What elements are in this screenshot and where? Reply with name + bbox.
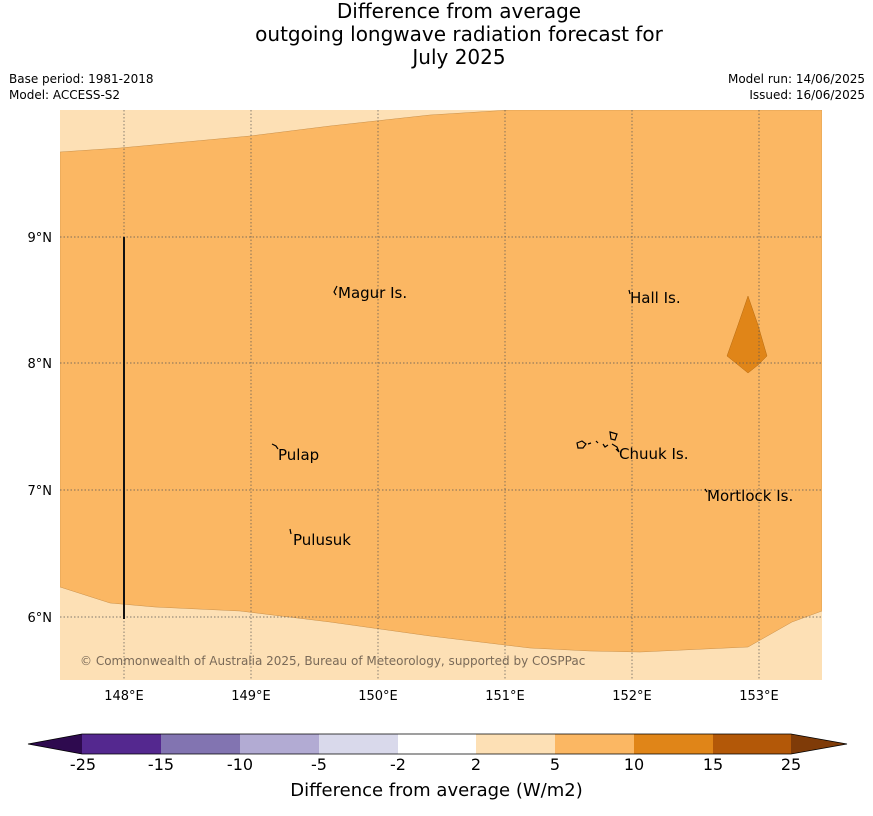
colorbar-tick-label: -5 bbox=[311, 755, 327, 774]
label-pulusuk: Pulusuk bbox=[293, 531, 351, 549]
colorbar-swatch-1 bbox=[82, 734, 161, 754]
colorbar-swatch-9 bbox=[713, 734, 791, 754]
colorbar-min-extension bbox=[28, 734, 82, 754]
colorbar-tick-label: -25 bbox=[69, 755, 97, 774]
meta-left: Base period: 1981-2018 Model: ACCESS-S2 bbox=[9, 71, 154, 103]
colorbar-swatch-2 bbox=[161, 734, 240, 754]
title-line-1: Difference from average bbox=[336, 0, 582, 23]
lat-tick-6n: 6°N bbox=[28, 611, 53, 626]
lat-tick-7n: 7°N bbox=[28, 484, 53, 499]
colorbar-tick-label: 2 bbox=[470, 755, 482, 774]
label-hall: Hall Is. bbox=[630, 289, 681, 307]
colorbar-swatch-7 bbox=[555, 734, 634, 754]
copyright-text: © Commonwealth of Australia 2025, Bureau… bbox=[80, 654, 585, 668]
label-chuuk: Chuuk Is. bbox=[619, 445, 688, 463]
colorbar-tick-label: -10 bbox=[226, 755, 254, 774]
gridlines bbox=[60, 110, 822, 680]
colorbar-tick-label: -2 bbox=[390, 755, 406, 774]
label-mortlock: Mortlock Is. bbox=[707, 487, 793, 505]
lon-tick-149e: 149°E bbox=[231, 689, 271, 704]
colorbar-tick-label: -15 bbox=[147, 755, 175, 774]
island-mortlock bbox=[704, 488, 708, 493]
island-hall bbox=[628, 289, 631, 295]
lat-tick-9n: 9°N bbox=[28, 231, 53, 246]
model-name: Model: ACCESS-S2 bbox=[9, 88, 121, 102]
title-line-2: outgoing longwave radiation forecast for bbox=[255, 22, 663, 46]
colorbar bbox=[27, 733, 848, 755]
lat-tick-8n: 8°N bbox=[28, 357, 53, 372]
colorbar-max-extension bbox=[791, 734, 847, 754]
label-magur: Magur Is. bbox=[338, 284, 407, 302]
model-run: Model run: 14/06/2025 bbox=[727, 72, 865, 86]
lon-tick-151e: 151°E bbox=[485, 689, 525, 704]
colorbar-tick-label: 15 bbox=[702, 755, 724, 774]
island-chuuk bbox=[576, 431, 620, 453]
colorbar-tick-label: 10 bbox=[623, 755, 645, 774]
title-line-3: July 2025 bbox=[412, 45, 506, 69]
label-pulap: Pulap bbox=[278, 446, 319, 464]
chart-title: Difference from average outgoing longwav… bbox=[0, 0, 873, 69]
colorbar-swatch-3 bbox=[240, 734, 319, 754]
band-5-10 bbox=[60, 110, 822, 653]
lon-tick-148e: 148°E bbox=[104, 689, 144, 704]
island-pulusuk bbox=[289, 528, 292, 535]
issued-date: Issued: 16/06/2025 bbox=[749, 88, 865, 102]
lon-tick-152e: 152°E bbox=[612, 689, 652, 704]
lon-tick-150e: 150°E bbox=[358, 689, 398, 704]
island-shapes bbox=[271, 285, 708, 535]
band-10-15 bbox=[726, 295, 768, 374]
colorbar-swatch-6 bbox=[476, 734, 555, 754]
colorbar-swatch-5 bbox=[398, 734, 476, 754]
island-magur bbox=[333, 285, 338, 296]
meta-right: Model run: 14/06/2025 Issued: 16/06/2025 bbox=[728, 71, 865, 103]
colorbar-title: Difference from average (W/m2) bbox=[290, 780, 583, 801]
colorbar-swatch-4 bbox=[319, 734, 398, 754]
colorbar-tick-label: 5 bbox=[549, 755, 561, 774]
lon-tick-153e: 153°E bbox=[739, 689, 779, 704]
island-pulap bbox=[271, 443, 279, 450]
base-period: Base period: 1981-2018 bbox=[9, 72, 154, 86]
colorbar-swatch-8 bbox=[634, 734, 713, 754]
colorbar-tick-label: 25 bbox=[780, 755, 802, 774]
